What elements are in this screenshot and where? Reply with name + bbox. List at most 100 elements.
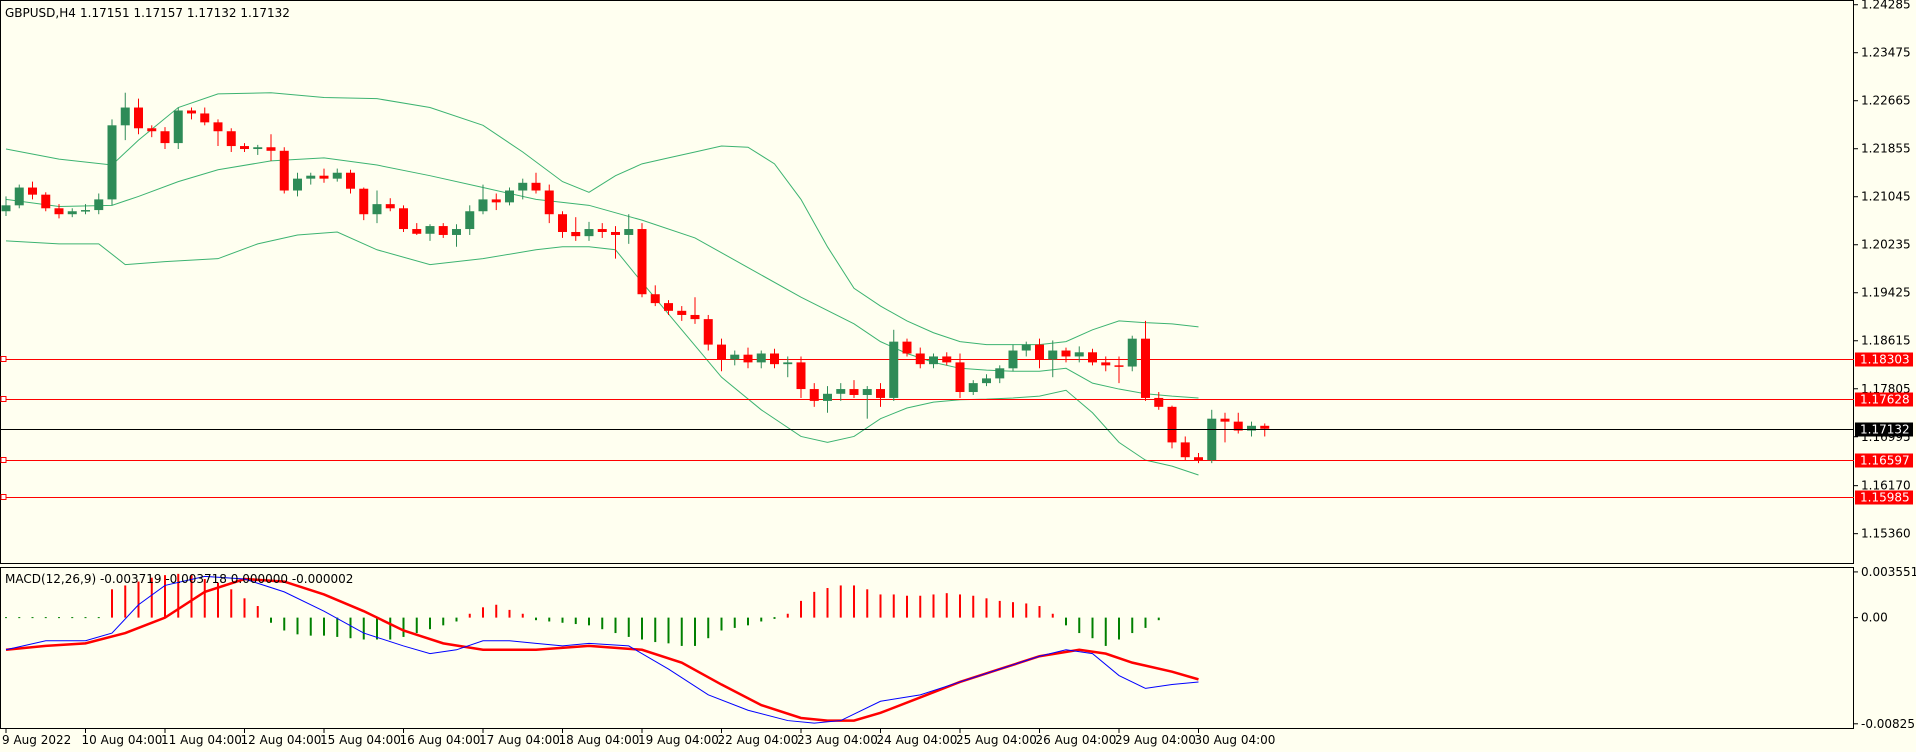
candle-body [359, 188, 369, 215]
candle-body [1048, 350, 1058, 360]
candle-body [518, 182, 528, 191]
price-tick-label: 1.24285 [1861, 0, 1911, 12]
candle-body [399, 208, 408, 230]
candle-body [120, 107, 130, 126]
candle-body [783, 362, 793, 365]
candle-body [385, 204, 395, 209]
candle-body [491, 199, 501, 203]
candle-body [1101, 362, 1111, 366]
time-tick-label: 22 Aug 04:00 [718, 733, 799, 747]
candle-body [717, 344, 726, 360]
macd-indicator-label: MACD(12,26,9) -0.003719 -0.003718 0.0000… [5, 572, 353, 586]
candle-body [1154, 397, 1164, 407]
candle-body [823, 393, 832, 401]
candle-body [187, 110, 196, 114]
candle-body [1247, 425, 1256, 431]
time-tick-label: 12 Aug 04:00 [241, 733, 322, 747]
candle-body [332, 172, 342, 179]
candle-body [465, 211, 475, 230]
candle-body [1074, 352, 1084, 357]
macd-lines [5, 575, 1199, 724]
candle-body [1035, 344, 1044, 360]
time-tick-label: 19 Aug 04:00 [638, 733, 719, 747]
candle-body [809, 389, 819, 401]
level-price-tag [1855, 490, 1913, 505]
price-tick-label: 1.18615 [1861, 334, 1911, 348]
candle-body [279, 150, 289, 191]
candle-body [452, 229, 461, 235]
candle-body [306, 175, 316, 179]
candle-body [346, 172, 355, 189]
candle-body [955, 362, 965, 393]
chart-symbol-label: GBPUSD,H4 [5, 6, 76, 20]
candle-body [505, 190, 514, 203]
candle-body [995, 368, 1005, 379]
time-tick-label: 17 Aug 04:00 [479, 733, 560, 747]
candle-body [1114, 365, 1124, 367]
candle-body [544, 190, 554, 215]
candle-body [743, 354, 753, 363]
time-tick-label: 30 Aug 04:00 [1195, 733, 1276, 747]
macd-y-axis: 0.003551 0.00 -0.008251 [1854, 565, 1916, 731]
candlesticks [1, 92, 1270, 464]
macd-main-line [5, 575, 1199, 724]
price-tick-label: 1.19425 [1861, 286, 1911, 300]
candle-body [571, 231, 581, 237]
current-price-tag [1855, 422, 1913, 437]
candle-body [372, 204, 382, 215]
price-tick-label: 1.21855 [1861, 142, 1911, 156]
candle-body [173, 110, 183, 144]
candle-body [703, 319, 713, 345]
bollinger-lower-band [5, 231, 1199, 476]
level-handle[interactable] [0, 356, 7, 362]
candle-body [624, 229, 634, 235]
price-tick-label: 1.17805 [1861, 382, 1911, 396]
candle-body [664, 303, 673, 311]
candle-body [41, 194, 51, 209]
candle-body [677, 310, 687, 315]
candle-body [770, 353, 779, 365]
time-tick-label: 10 Aug 04:00 [82, 733, 163, 747]
candle-body [266, 147, 276, 151]
level-price-tag [1855, 392, 1913, 407]
horizontal-levels[interactable]: 1.18303 1.17628 1.16597 1.15985 [0, 352, 1913, 505]
candle-body [253, 147, 263, 150]
candle-body [1260, 425, 1270, 429]
candle-body [438, 226, 448, 235]
time-tick-label: 9 Aug 2022 [2, 733, 71, 747]
candle-body [836, 389, 846, 394]
candle-body [584, 229, 594, 237]
candle-body [107, 125, 117, 200]
level-handle[interactable] [0, 396, 7, 402]
candle-body [319, 175, 329, 179]
candle-body [558, 214, 567, 232]
level-price-label: 1.16597 [1860, 454, 1910, 468]
level-price-label: 1.15985 [1860, 491, 1910, 505]
macd-tick-label: 0.003551 [1861, 565, 1916, 579]
candle-body [902, 341, 912, 354]
candle-body [1141, 338, 1150, 398]
candle-body [1061, 350, 1071, 357]
candle-body [597, 229, 607, 232]
candle-body [54, 208, 64, 215]
time-tick-label: 29 Aug 04:00 [1115, 733, 1196, 747]
level-handle[interactable] [0, 457, 7, 463]
candle-body [1180, 442, 1190, 458]
macd-tick-label: -0.008251 [1861, 717, 1916, 731]
price-tick-label: 1.15360 [1861, 527, 1911, 541]
bollinger-middle-band [5, 157, 1199, 399]
level-handle[interactable] [0, 494, 7, 500]
candle-body [915, 353, 925, 365]
candle-body [756, 353, 766, 363]
macd-histogram [5, 573, 1160, 646]
candle-body [478, 199, 488, 212]
candle-body [293, 178, 302, 191]
candle-body [1021, 344, 1031, 351]
level-price-label: 1.18303 [1860, 353, 1910, 367]
macd-tick-label: 0.00 [1861, 611, 1888, 625]
time-tick-label: 25 Aug 04:00 [956, 733, 1037, 747]
candle-body [968, 383, 978, 393]
